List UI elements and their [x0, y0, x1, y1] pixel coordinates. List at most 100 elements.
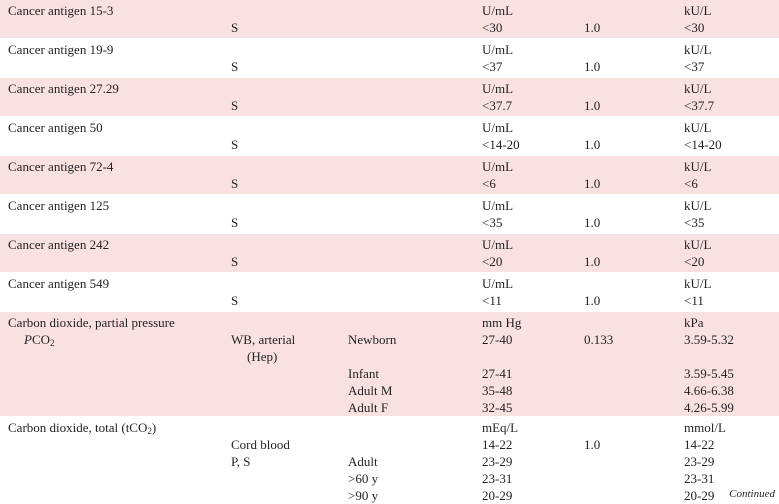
specimen: S: [231, 215, 239, 230]
si-range: <35: [684, 215, 705, 230]
test-name: Cancer antigen 19-9: [8, 42, 114, 57]
conversion-factor: 1.0: [584, 137, 601, 152]
si-unit: kU/L: [684, 120, 712, 135]
si-unit: kU/L: [684, 81, 712, 96]
table-row: Cancer antigen 50 U/mL kU/L S <14-20 1.0 <14-2…: [0, 117, 779, 155]
conventional-range: 35-48: [482, 383, 513, 398]
name-text: Carbon dioxide, total (tCO: [8, 420, 148, 435]
conversion-factor: 0.133: [584, 332, 614, 347]
conversion-factor: 1.0: [584, 20, 601, 35]
conventional-range: <37.7: [482, 98, 513, 113]
conventional-range: 20-29: [482, 488, 513, 503]
si-range: 4.66-6.38: [684, 383, 734, 398]
test-name: Cancer antigen 27.29: [8, 81, 119, 96]
specimen: S: [231, 98, 239, 113]
group: >90 y: [348, 488, 379, 503]
conventional-range: 27-41: [482, 366, 513, 381]
si-range: 3.59-5.32: [684, 332, 734, 347]
table-row: Cancer antigen 15-3 U/mL kU/L S <30 1.0 <30: [0, 0, 779, 38]
specimen: Cord blood: [231, 437, 290, 452]
conventional-unit: U/mL: [482, 276, 514, 291]
si-unit: kU/L: [684, 237, 712, 252]
conventional-range: <6: [482, 176, 496, 191]
conventional-unit: U/mL: [482, 198, 514, 213]
group: >60 y: [348, 471, 379, 486]
specimen: WB, arterial: [231, 332, 296, 347]
table-row: Cancer antigen 27.29 U/mL kU/L S <37.7 1.0 <37…: [0, 78, 779, 116]
name-end: ): [151, 420, 157, 435]
group: Newborn: [348, 332, 397, 347]
conversion-factor: 1.0: [584, 254, 601, 269]
si-range: 3.59-5.45: [684, 366, 734, 381]
specimen-anticoagulant: (Hep): [247, 349, 278, 364]
si-unit: mmol/L: [684, 420, 726, 435]
test-name: Carbon dioxide, partial pressure: [8, 315, 175, 330]
si-range: 23-29: [684, 454, 715, 469]
test-name: Carbon dioxide, total (tCO2): [8, 419, 156, 436]
table-row-pco2: Carbon dioxide, partial pressure mm Hg k…: [0, 312, 779, 416]
conventional-range: <20: [482, 254, 503, 269]
test-name: Cancer antigen 125: [8, 198, 110, 213]
conventional-range: 14-22: [482, 437, 513, 452]
si-range: <37: [684, 59, 705, 74]
conventional-range: <30: [482, 20, 503, 35]
conversion-factor: 1.0: [584, 59, 601, 74]
conventional-unit: U/mL: [482, 3, 514, 18]
table-row: Cancer antigen 242 U/mL kU/L S <20 1.0 <20: [0, 234, 779, 272]
conventional-unit: U/mL: [482, 237, 514, 252]
conventional-unit: mEq/L: [482, 420, 519, 435]
conversion-factor: 1.0: [584, 215, 601, 230]
test-name: Cancer antigen 72-4: [8, 159, 114, 174]
specimen: S: [231, 20, 239, 35]
si-range: 23-31: [684, 471, 715, 486]
specimen: S: [231, 137, 239, 152]
conventional-unit: U/mL: [482, 159, 514, 174]
conversion-factor: 1.0: [584, 293, 601, 308]
si-range: <20: [684, 254, 705, 269]
name-sub: 2: [147, 426, 152, 436]
group: Adult: [348, 454, 378, 469]
conventional-range: 32-45: [482, 400, 513, 415]
table-row: Cancer antigen 72-4 U/mL kU/L S <6 1.0 <6: [0, 156, 779, 194]
conversion-factor: 1.0: [584, 98, 601, 113]
conventional-unit: U/mL: [482, 81, 514, 96]
conventional-range: 27-40: [482, 332, 513, 347]
conventional-range: <35: [482, 215, 503, 230]
conventional-range: <11: [482, 293, 502, 308]
test-name: Cancer antigen 242: [8, 237, 110, 252]
table-row: Cancer antigen 19-9 U/mL kU/L S <37 1.0 <37: [0, 39, 779, 77]
abbr: CO: [31, 332, 51, 347]
si-range: <30: [684, 20, 705, 35]
si-range: 14-22: [684, 437, 715, 452]
table-row: Cancer antigen 549 U/mL kU/L S <11 1.0 <11: [0, 273, 779, 311]
si-unit: kU/L: [684, 198, 712, 213]
group: Adult M: [348, 383, 393, 398]
si-unit: kU/L: [684, 276, 712, 291]
si-range: <11: [684, 293, 704, 308]
conventional-unit: U/mL: [482, 120, 514, 135]
specimen: P, S: [231, 454, 251, 469]
abbr-italic: P: [24, 332, 32, 347]
test-name: Cancer antigen 15-3: [8, 3, 114, 18]
si-unit: kPa: [684, 315, 704, 330]
conventional-range: 23-29: [482, 454, 513, 469]
abbr-sub: 2: [50, 338, 55, 348]
conventional-unit: mm Hg: [482, 315, 522, 330]
conventional-range: <14-20: [482, 137, 520, 152]
conventional-range: 23-31: [482, 471, 513, 486]
si-range: <37.7: [684, 98, 715, 113]
continued-note: Continued: [729, 488, 775, 500]
si-unit: kU/L: [684, 3, 712, 18]
si-unit: kU/L: [684, 159, 712, 174]
group: Adult F: [348, 400, 389, 415]
test-name: Cancer antigen 50: [8, 120, 103, 135]
specimen: S: [231, 59, 239, 74]
conventional-range: <37: [482, 59, 503, 74]
si-range: 4.26-5.99: [684, 400, 734, 415]
group: Infant: [348, 366, 380, 381]
specimen: S: [231, 176, 239, 191]
si-range: 20-29: [684, 488, 715, 503]
si-range: <14-20: [684, 137, 722, 152]
conversion-factor: 1.0: [584, 176, 601, 191]
